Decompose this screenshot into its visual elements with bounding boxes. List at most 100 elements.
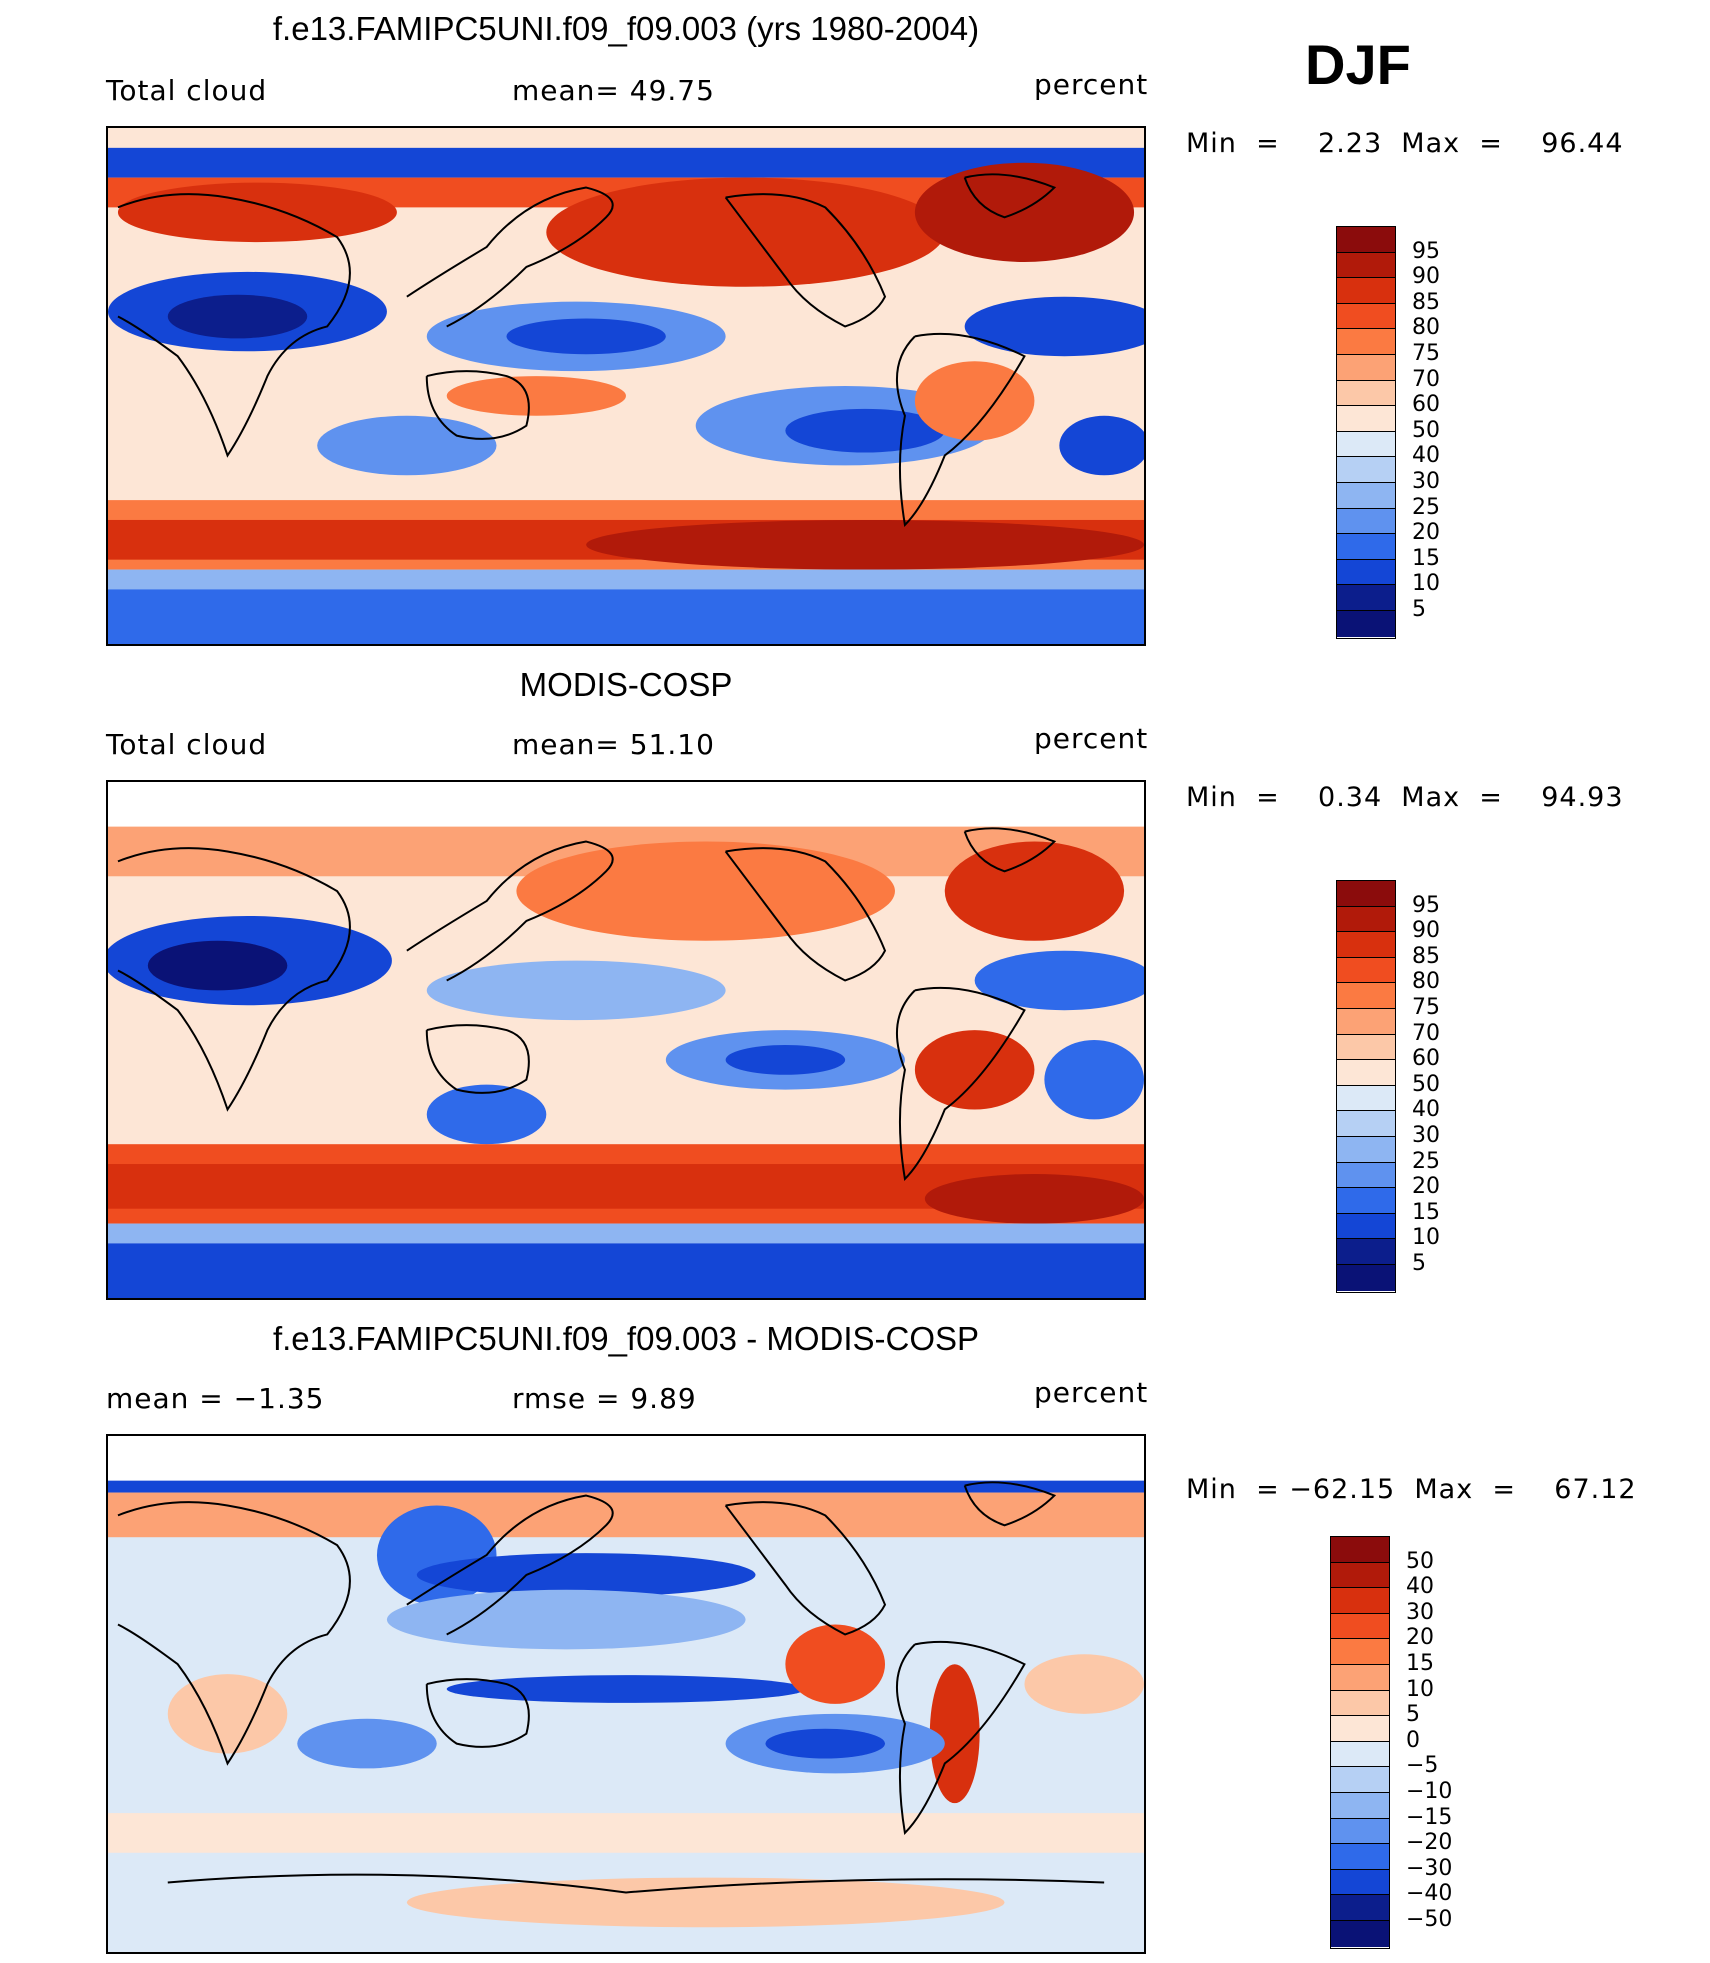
colorbar-level-label: 15 xyxy=(1412,1199,1440,1225)
colorbar-swatch xyxy=(1337,534,1395,560)
colorbar-swatch xyxy=(1331,1818,1389,1845)
panel-2-title: MODIS-COSP xyxy=(519,666,733,703)
colorbar-swatch xyxy=(1331,1920,1389,1947)
panel-2-map-graphic xyxy=(108,782,1144,1298)
colorbar-swatch xyxy=(1331,1562,1389,1589)
colorbar-level-label: 5 xyxy=(1412,597,1426,622)
panel-3-units-label: percent xyxy=(1034,1376,1149,1409)
colorbar-level-label: 10 xyxy=(1412,571,1440,597)
panel-1-map xyxy=(106,126,1146,646)
colorbar-level-label: −40 xyxy=(1406,1881,1453,1907)
panel-3-title: f.e13.FAMIPC5UNI.f09_f09.003 - MODIS-COS… xyxy=(272,1320,980,1357)
colorbar-level-label: 25 xyxy=(1412,1148,1440,1174)
colorbar-level-label: 25 xyxy=(1412,494,1440,520)
colorbar-level-label: 20 xyxy=(1412,520,1440,546)
colorbar-level-label: 50 xyxy=(1412,417,1440,443)
colorbar-level-label: 90 xyxy=(1412,264,1440,290)
colorbar-level-label: 15 xyxy=(1406,1651,1434,1676)
colorbar-swatch xyxy=(1337,585,1395,611)
colorbar-swatch xyxy=(1337,1162,1395,1189)
colorbar-level-label: 5 xyxy=(1406,1702,1420,1728)
colorbar-swatch xyxy=(1337,1188,1395,1214)
panel-1-map-graphic xyxy=(108,128,1144,644)
colorbar-level-label: 85 xyxy=(1412,943,1440,969)
panel-2-minmax: Min = 0.34 Max = 94.93 xyxy=(1186,782,1624,813)
colorbar-level-label: 95 xyxy=(1412,892,1440,918)
colorbar-swatch xyxy=(1337,559,1395,586)
colorbar-level-label: 90 xyxy=(1412,918,1440,944)
panel-1-title: f.e13.FAMIPC5UNI.f09_f09.003 (yrs 1980-2… xyxy=(272,10,980,47)
panel-2-mean-label: mean= 51.10 xyxy=(512,728,715,761)
colorbar-level-label: 30 xyxy=(1406,1599,1434,1625)
panel-3-map xyxy=(106,1434,1146,1954)
colorbar-swatch xyxy=(1337,906,1395,933)
colorbar-level-label: −30 xyxy=(1406,1855,1453,1881)
colorbar-swatch xyxy=(1337,278,1395,304)
colorbar-level-label: 30 xyxy=(1412,1123,1440,1148)
colorbar-level-label: 0 xyxy=(1406,1727,1420,1753)
colorbar-swatch xyxy=(1337,1085,1395,1112)
colorbar-level-label: 60 xyxy=(1412,1046,1440,1072)
colorbar-swatch xyxy=(1337,329,1395,355)
colorbar-level-label: 80 xyxy=(1412,315,1440,341)
colorbar-swatch xyxy=(1337,610,1395,637)
colorbar-swatch xyxy=(1337,508,1395,535)
colorbar-swatch xyxy=(1337,1034,1395,1061)
colorbar-swatch xyxy=(1337,303,1395,330)
colorbar-level-label: 85 xyxy=(1412,289,1440,315)
colorbar-level-label: 40 xyxy=(1412,1097,1440,1123)
season-label: DJF xyxy=(1305,33,1411,96)
panel-1-units-label: percent xyxy=(1034,68,1149,101)
colorbar-swatch xyxy=(1331,1613,1389,1640)
panel-3-map-graphic xyxy=(108,1436,1144,1952)
colorbar-swatch xyxy=(1331,1844,1389,1870)
colorbar-swatch xyxy=(1331,1767,1389,1793)
colorbar-level-label: 70 xyxy=(1412,1020,1440,1046)
panel-3-minmax: Min = −62.15 Max = 67.12 xyxy=(1186,1474,1637,1505)
panel-1-minmax: Min = 2.23 Max = 96.44 xyxy=(1186,128,1624,159)
colorbar-level-label: 20 xyxy=(1406,1625,1434,1651)
colorbar-level-label: 95 xyxy=(1412,238,1440,264)
colorbar-level-label: 20 xyxy=(1412,1174,1440,1200)
colorbar-swatch xyxy=(1337,227,1395,253)
panel-2-variable-label: Total cloud xyxy=(106,728,268,761)
colorbar-swatch xyxy=(1331,1537,1389,1563)
panel-2-map xyxy=(106,780,1146,1300)
colorbar-swatch xyxy=(1337,1136,1395,1163)
colorbar-swatch xyxy=(1337,1008,1395,1035)
colorbar-swatch xyxy=(1337,881,1395,907)
panel-2-colorbar xyxy=(1336,880,1396,1293)
colorbar-level-label: 50 xyxy=(1412,1071,1440,1097)
colorbar-swatch xyxy=(1331,1741,1389,1768)
colorbar-level-label: −15 xyxy=(1406,1804,1453,1830)
colorbar-swatch xyxy=(1337,354,1395,381)
colorbar-level-label: −50 xyxy=(1406,1907,1453,1932)
colorbar-swatch xyxy=(1337,932,1395,958)
colorbar-level-label: −5 xyxy=(1406,1753,1439,1779)
colorbar-swatch xyxy=(1331,1869,1389,1896)
colorbar-swatch xyxy=(1337,1213,1395,1240)
panel-2-units-label: percent xyxy=(1034,722,1149,755)
colorbar-level-label: 30 xyxy=(1412,469,1440,494)
panel-3-mean-label: mean = −1.35 xyxy=(106,1382,325,1415)
colorbar-level-label: 80 xyxy=(1412,969,1440,995)
colorbar-level-label: 40 xyxy=(1412,443,1440,469)
colorbar-level-label: 5 xyxy=(1412,1251,1426,1276)
panel-1-mean-label: mean= 49.75 xyxy=(512,74,715,107)
colorbar-swatch xyxy=(1337,482,1395,509)
colorbar-swatch xyxy=(1331,1716,1389,1742)
colorbar-swatch xyxy=(1337,406,1395,432)
colorbar-level-label: 75 xyxy=(1412,341,1440,366)
colorbar-swatch xyxy=(1331,1664,1389,1691)
colorbar-swatch xyxy=(1331,1639,1389,1665)
colorbar-swatch xyxy=(1337,1111,1395,1137)
colorbar-level-label: −20 xyxy=(1406,1830,1453,1856)
colorbar-level-label: 75 xyxy=(1412,995,1440,1020)
panel-1-colorbar xyxy=(1336,226,1396,639)
colorbar-level-label: 10 xyxy=(1406,1676,1434,1702)
colorbar-level-label: 40 xyxy=(1406,1574,1434,1600)
panel-3-rmse-label: rmse = 9.89 xyxy=(512,1382,697,1415)
colorbar-level-label: 15 xyxy=(1412,545,1440,571)
colorbar-swatch xyxy=(1337,957,1395,984)
panel-3-colorbar xyxy=(1330,1536,1390,1949)
